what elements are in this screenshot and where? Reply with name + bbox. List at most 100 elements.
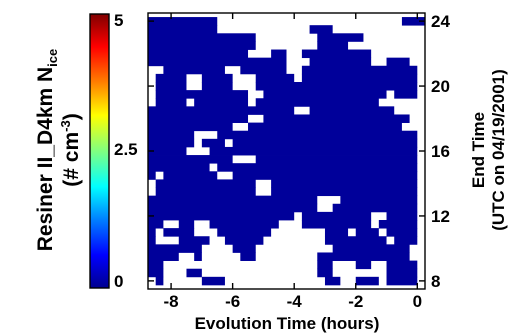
heatmap-cell-0-0: [155, 276, 164, 286]
heatmap-cell-17-0: [148, 138, 195, 148]
heatmap-cell-6-2: [217, 228, 272, 237]
heatmap-cell-24-1: [201, 82, 233, 91]
heatmap-cell-9-1: [332, 203, 418, 213]
heatmap-cell-14-0: [148, 163, 210, 172]
colorbar: [90, 14, 109, 288]
heatmap-cell-21-1: [309, 106, 395, 115]
heatmap-cell-31-0: [148, 25, 218, 34]
heatmap-cell-26-1: [240, 65, 287, 75]
heatmap-cell-19-0: [148, 122, 233, 132]
heatmap-cell-1-1: [186, 268, 202, 278]
heatmap-cell-7-3: [301, 220, 372, 229]
x-axis-title: Evolution Time (hours): [195, 314, 380, 333]
heatmap-cell-4-0: [148, 244, 202, 253]
heatmap-cell-25-1: [201, 73, 233, 83]
colorbar-unit-sup: -3: [58, 120, 73, 132]
heatmap-cell-11-1: [271, 187, 418, 197]
y-tick-label: 16: [431, 142, 450, 161]
heatmap-cell-26-2: [301, 65, 418, 75]
y-tick-label: 24: [431, 12, 450, 31]
heatmap-cell-17-1: [201, 138, 225, 148]
heatmap-cell-23-1: [263, 90, 387, 99]
heatmap-cell-0-3: [355, 276, 379, 286]
colorbar-unit-main: (# cm: [60, 132, 83, 187]
heatmap-cell-5-2: [224, 236, 264, 245]
heatmap-cell-12-0: [155, 179, 256, 188]
colorbar-tick-0: 0: [114, 272, 123, 291]
y-axis-title-line2: (UTC on 04/19/2001): [489, 69, 508, 231]
heatmap-cell-2-3: [386, 260, 418, 270]
heatmap-cell-24-2: [255, 82, 418, 91]
heatmap-cell-7-4: [378, 220, 418, 229]
heatmap-cell-25-0: [155, 73, 187, 83]
heatmap-cell-6-5: [386, 228, 418, 237]
heatmap-cell-22-1: [194, 98, 249, 107]
x-tick-label: -2: [348, 292, 363, 311]
heatmap-cell-10-1: [340, 195, 418, 205]
heatmap-cell-32-0: [148, 17, 218, 26]
heatmap-cell-24-0: [155, 82, 187, 91]
heatmap-cell-4-1: [232, 244, 256, 253]
heatmap-cell-20-1: [263, 114, 410, 123]
heatmap-cells: [148, 17, 425, 286]
heatmap-cell-32-1: [401, 17, 425, 26]
heatmap-cell-16-0: [148, 146, 187, 156]
x-tick-label: -6: [225, 292, 240, 311]
heatmap-cell-28-2: [301, 49, 372, 59]
heatmap-cell-26-0: [163, 65, 225, 75]
heatmap-cell-0-4: [386, 276, 418, 286]
heatmap-cell-22-0: [155, 98, 187, 107]
heatmap-cell-9-0: [148, 203, 318, 213]
heatmap-cell-22-2: [255, 98, 379, 107]
y-tick-label: 12: [431, 207, 450, 226]
colorbar-unit-close: ): [60, 113, 83, 120]
heatmap-cell-6-3: [324, 228, 349, 237]
colorbar-unit: (# cm-3): [58, 113, 83, 186]
heatmap-cell-31-1: [309, 25, 333, 34]
x-tick-label: -4: [287, 292, 303, 311]
heatmap-cell-30-1: [317, 33, 364, 42]
heatmap-cell-1-3: [386, 268, 418, 278]
heatmap-cell-19-1: [248, 122, 402, 132]
heatmap-cell-7-0: [148, 220, 164, 229]
heatmap-cell-5-1: [178, 236, 210, 245]
heatmap-cell-23-2: [394, 90, 418, 99]
heatmap-cell-15-0: [148, 155, 233, 164]
heatmap-cell-29-1: [317, 41, 349, 50]
x-tick-label: 0: [413, 292, 422, 311]
heatmap-cell-18-1: [217, 130, 418, 140]
colorbar-title-sub: ice: [45, 49, 60, 67]
heatmap-cell-0-2: [324, 276, 341, 286]
heatmap-cell-18-0: [148, 130, 195, 140]
colorbar-tick-5: 5: [114, 11, 123, 30]
heatmap-cell-1-0: [148, 268, 164, 278]
heatmap-cell-23-0: [155, 90, 249, 99]
heatmap-cell-1-2: [317, 268, 333, 278]
heatmap-cell-27-2: [386, 57, 410, 67]
heatmap-cell-6-1: [163, 228, 195, 237]
heatmap-cell-13-2: [232, 171, 418, 180]
y-axis-ticks: 8 12 16 20 24: [148, 12, 450, 291]
y-tick-label: 20: [431, 77, 450, 96]
colorbar-frame: [89, 13, 110, 289]
heatmap-cell-3-0: [148, 252, 179, 261]
heatmap-cell-20-0: [148, 114, 249, 123]
heatmap-cell-25-3: [301, 73, 418, 83]
colorbar-tick-2-5: 2.5: [114, 140, 138, 159]
y-axis-title-line1: End Time: [469, 112, 488, 188]
heatmap-cell-2-1: [317, 260, 333, 270]
heatmap-cell-5-0: [148, 236, 156, 245]
heatmap-cell-7-2: [209, 220, 279, 229]
heatmap-cell-17-2: [232, 138, 418, 148]
heatmap-cell-13-0: [148, 171, 156, 180]
y-tick-label: 8: [431, 272, 440, 291]
heatmap-cell-16-1: [209, 146, 418, 156]
heatmap-cell-4-2: [332, 244, 410, 253]
heatmap-cell-3-2: [240, 252, 256, 261]
heatmap-cell-6-0: [148, 228, 156, 237]
heatmap-cell-28-0: [148, 49, 249, 59]
heatmap-cell-3-1: [194, 252, 202, 261]
heatmap-cell-11-0: [155, 187, 256, 197]
heatmap-cell-7-1: [178, 220, 195, 229]
